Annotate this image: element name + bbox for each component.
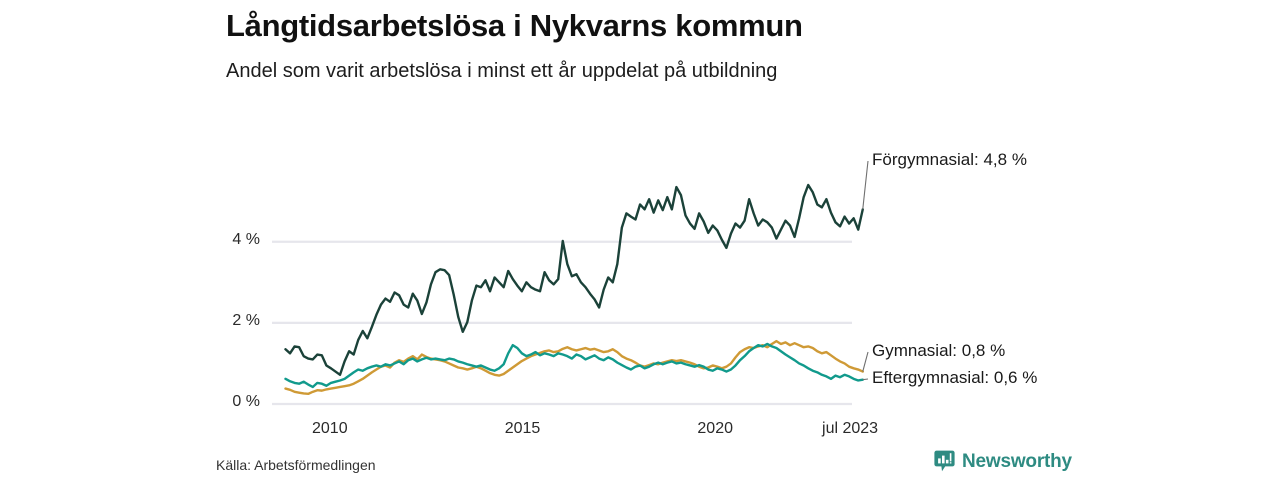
series-line-förgymnasial [284, 183, 864, 376]
series-leader-line [862, 351, 869, 372]
series-line-eftergymnasial [284, 342, 864, 389]
x-axis-tick-label: 2015 [504, 420, 541, 437]
x-axis-tick-label: 2020 [697, 420, 733, 437]
page-title: Långtidsarbetslösa i Nykvarns kommun [226, 8, 803, 43]
series-leader-line [862, 160, 869, 210]
x-axis-tick-label: 2010 [312, 420, 348, 437]
chart-subtitle: Andel som varit arbetslösa i minst ett å… [226, 60, 778, 82]
x-axis-tick-label: jul 2023 [822, 420, 879, 437]
y-axis-tick-label: 4 % [232, 230, 260, 248]
y-axis-tick-label: 0 % [232, 393, 260, 410]
source-note: Källa: Arbetsförmedlingen [216, 457, 376, 473]
series-label-eftergymnasial: Eftergymnasial: 0,6 % [872, 368, 1038, 387]
y-axis-tick-label: 2 % [232, 311, 260, 329]
bar-chart-bubble-icon [934, 450, 955, 472]
series-label-gymnasial: Gymnasial: 0,8 % [872, 341, 1006, 360]
brand-name: Newsworthy [962, 451, 1072, 472]
series-label-förgymnasial: Förgymnasial: 4,8 % [872, 150, 1027, 169]
series-leader-line [862, 378, 869, 381]
newsworthy-logo: Newsworthy [934, 450, 1072, 474]
